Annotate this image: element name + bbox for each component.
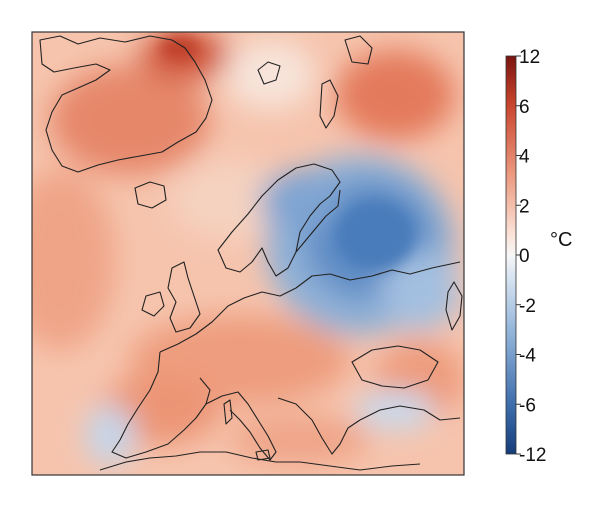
colorbar-tick-label: 12 bbox=[519, 47, 540, 68]
colorbar-tick-label: -12 bbox=[519, 445, 546, 466]
colorbar-tick-labels: 12 6 4 2 0 -2 -4 -6 -12 bbox=[519, 47, 546, 466]
map-frame-border bbox=[31, 31, 465, 476]
coastlines bbox=[39, 35, 463, 471]
colorbar-gradient bbox=[505, 55, 517, 455]
colorbar-tick-label: 2 bbox=[519, 196, 530, 217]
anomaly-field bbox=[32, 32, 464, 475]
colorbar-tick-label: 6 bbox=[519, 97, 530, 118]
colorbar-ticks bbox=[516, 55, 521, 455]
colorbar-tick-label: -4 bbox=[519, 346, 536, 367]
colorbar-unit-label: °C bbox=[550, 229, 572, 251]
colorbar-tick-label: -6 bbox=[519, 395, 536, 416]
colorbar-tick-label: 4 bbox=[519, 147, 530, 168]
colorbar-tick-label: 0 bbox=[519, 246, 530, 267]
colorbar-tick-label: -2 bbox=[519, 296, 536, 317]
colorbar: 12 6 4 2 0 -2 -4 -6 -12 °C bbox=[505, 47, 572, 466]
